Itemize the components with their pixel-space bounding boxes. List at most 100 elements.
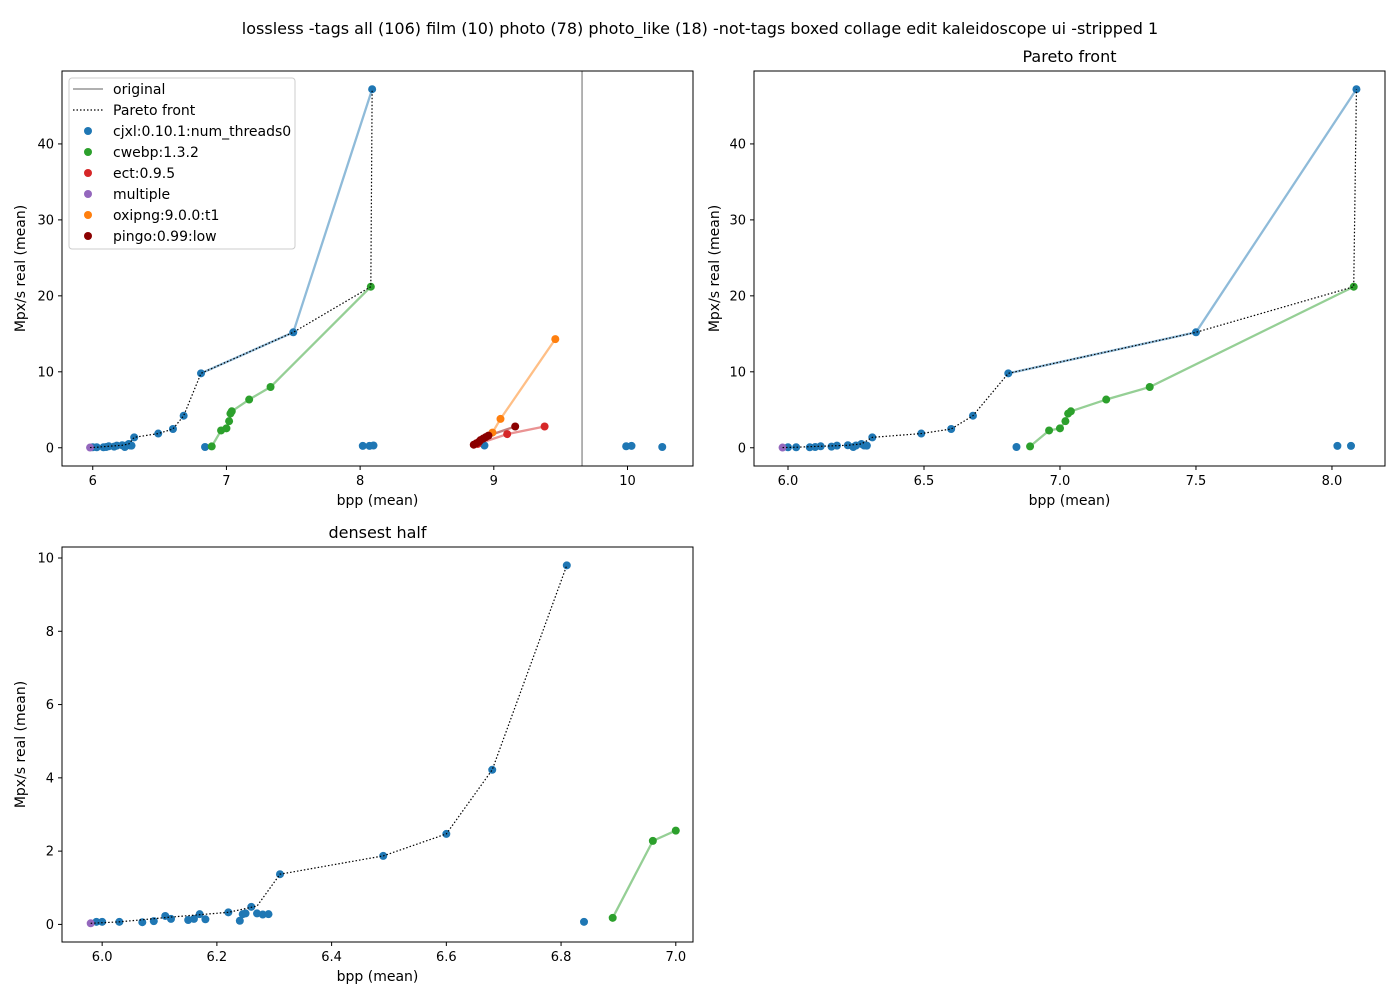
panel-pareto-xtick-label-3: 7.5 bbox=[1186, 474, 1207, 489]
panel-pareto-point-cwebp-1-3-2-6 bbox=[1102, 395, 1111, 404]
panel-pareto-ytick-label-3: 30 bbox=[729, 213, 746, 228]
legend-multiple-marker bbox=[84, 190, 92, 198]
panel-pareto-line-cjxl-0-10-1-num-threads0 bbox=[1008, 88, 1358, 375]
panel-densest-ytick-label-1: 2 bbox=[46, 845, 54, 860]
panel-pareto-ytick-label-0: 0 bbox=[738, 441, 746, 456]
panel-pareto-line-cwebp-1-3-2 bbox=[1029, 285, 1355, 448]
panel-all-point-cjxl-0-10-1-num-threads0-1 bbox=[92, 443, 101, 452]
legend: original Pareto front cjxl:0.10.1:num_th… bbox=[68, 77, 296, 250]
panel-pareto-point-cjxl-0-10-1-num-threads0-18 bbox=[1191, 328, 1200, 337]
panel-densest-ytick-label-3: 6 bbox=[46, 698, 54, 713]
panel-pareto-title: Pareto front bbox=[1022, 47, 1116, 66]
panel-pareto-xtick-label-1: 6.5 bbox=[914, 474, 935, 489]
legend-pareto-label: Pareto front bbox=[113, 103, 196, 119]
panel-densest-xtick-label-2: 6.4 bbox=[321, 950, 342, 965]
panel-all-point-cjxl-0-10-1-num-threads0-23 bbox=[369, 441, 378, 450]
panel-all-point-cwebp-1-3-2-3 bbox=[225, 417, 234, 426]
panel-densest-point-cjxl-0-10-1-num-threads0-23 bbox=[562, 561, 571, 570]
panel-pareto-point-cwebp-1-3-2-5 bbox=[1066, 407, 1075, 416]
panel-densest-ylabel: Mpx/s real (mean) bbox=[13, 681, 29, 808]
legend-cjxl-marker bbox=[84, 127, 92, 135]
legend-ect-marker bbox=[84, 169, 92, 177]
panel-pareto-point-cjxl-0-10-1-num-threads0-19 bbox=[1352, 85, 1361, 94]
legend-multiple-label: multiple bbox=[113, 187, 170, 203]
panel-densest-plot bbox=[86, 561, 680, 928]
panel-densest-frame bbox=[61, 546, 694, 943]
panel-pareto-ylabel: Mpx/s real (mean) bbox=[707, 205, 723, 332]
panel-densest-point-cjxl-0-10-1-num-threads0-10 bbox=[201, 915, 210, 924]
panel-all-ytick-label-0: 0 bbox=[46, 441, 54, 456]
legend-item-original: original bbox=[73, 82, 165, 98]
panel-densest-ytick-label-2: 4 bbox=[46, 771, 54, 786]
panel-pareto-frame bbox=[753, 70, 1386, 467]
panel-all-point-cwebp-1-3-2-6 bbox=[245, 395, 254, 404]
legend-item-pingo: pingo:0.99:low bbox=[84, 229, 217, 245]
panel-all-point-cwebp-1-3-2-8 bbox=[366, 282, 375, 291]
panel-densest-ytick-label-4: 8 bbox=[46, 625, 54, 640]
panel-all-ytick-label-2: 20 bbox=[37, 289, 54, 304]
panel-pareto-ytick-label-1: 10 bbox=[729, 365, 746, 380]
panel-all-point-cjxl-0-10-1-num-threads0-16 bbox=[179, 411, 188, 420]
panel-all-point-cwebp-1-3-2-5 bbox=[227, 407, 236, 416]
legend-cwebp-label: cwebp:1.3.2 bbox=[113, 145, 199, 161]
panel-all-point-cwebp-1-3-2-0 bbox=[207, 442, 216, 451]
panel-all-point-cjxl-0-10-1-num-threads0-18 bbox=[289, 328, 298, 337]
panel-densest-ytick-label-5: 10 bbox=[37, 551, 54, 566]
panel-all-point-ect-0-9-5-2 bbox=[540, 422, 549, 431]
panel-densest-xlabel: bpp (mean) bbox=[337, 969, 419, 985]
panel-all-plot bbox=[86, 71, 667, 466]
panel-pareto-point-cjxl-0-10-1-num-threads0-21 bbox=[1333, 441, 1342, 450]
legend-pingo-label: pingo:0.99:low bbox=[113, 229, 217, 245]
panel-pareto-point-multiple-0 bbox=[778, 443, 787, 452]
panel-densest-xtick-label-5: 7.0 bbox=[665, 950, 686, 965]
panel-pareto-ytick-label-2: 20 bbox=[729, 289, 746, 304]
panel-densest-line-cwebp-1-3-2 bbox=[611, 829, 677, 919]
panel-all-line-cwebp-1-3-2 bbox=[210, 285, 372, 447]
panel-densest-xtick-label-3: 6.6 bbox=[436, 950, 457, 965]
panel-pareto-plot bbox=[778, 85, 1361, 452]
panel-all-point-oxipng-9-0-0-t1-1 bbox=[496, 414, 505, 423]
panel-all-xtick-label-0: 6 bbox=[89, 474, 97, 489]
legend-item-cjxl: cjxl:0.10.1:num_threads0 bbox=[84, 124, 291, 140]
panel-pareto-point-cjxl-0-10-1-num-threads0-6 bbox=[832, 441, 841, 450]
panel-all-ytick-label-4: 40 bbox=[37, 137, 54, 152]
panel-all-point-cjxl-0-10-1-num-threads0-13 bbox=[130, 433, 139, 442]
panel-pareto-pareto-front-line bbox=[782, 89, 1358, 449]
legend-oxipng-marker bbox=[84, 211, 92, 219]
panel-densest-point-cjxl-0-10-1-num-threads0-1 bbox=[98, 917, 107, 926]
panel-all-xtick-label-2: 8 bbox=[356, 474, 364, 489]
panel-all-xlabel: bpp (mean) bbox=[337, 493, 419, 509]
figure-suptitle: lossless -tags all (106) film (10) photo… bbox=[242, 19, 1158, 39]
panel-all-point-cjxl-0-10-1-num-threads0-14 bbox=[154, 429, 163, 438]
panel-all-xtick-label-3: 9 bbox=[490, 474, 498, 489]
legend-item-ect: ect:0.9.5 bbox=[84, 166, 175, 182]
panel-densest-point-cjxl-0-10-1-num-threads0-4 bbox=[149, 917, 158, 926]
panel-densest: densest half bpp (mean) Mpx/s real (mean… bbox=[13, 523, 694, 985]
panel-all-point-cjxl-0-10-1-num-threads0-26 bbox=[627, 441, 636, 450]
panel-all-point-cjxl-0-10-1-num-threads0-19 bbox=[368, 85, 377, 94]
panel-pareto-point-cjxl-0-10-1-num-threads0-12 bbox=[862, 441, 871, 450]
panel-pareto-point-cwebp-1-3-2-0 bbox=[1026, 442, 1035, 451]
legend-box bbox=[68, 77, 296, 250]
panel-pareto-point-cjxl-0-10-1-num-threads0-20 bbox=[1012, 443, 1021, 452]
panel-pareto: Pareto front bpp (mean) Mpx/s real (mean… bbox=[707, 47, 1386, 509]
panel-densest-point-cwebp-1-3-2-1 bbox=[648, 836, 657, 845]
panel-pareto-ytick-label-4: 40 bbox=[729, 137, 746, 152]
panel-all-point-cwebp-1-3-2-7 bbox=[266, 383, 275, 391]
panel-all-point-pingo-0-99-low-6 bbox=[484, 431, 493, 440]
panel-all-ytick-label-1: 10 bbox=[37, 365, 54, 380]
panel-densest-point-cjxl-0-10-1-num-threads0-17 bbox=[258, 910, 267, 919]
panel-all-point-cjxl-0-10-1-num-threads0-27 bbox=[658, 443, 667, 452]
legend-cwebp-marker bbox=[84, 148, 92, 156]
panel-pareto-xtick-label-0: 6.0 bbox=[778, 474, 799, 489]
panel-densest-point-cwebp-1-3-2-0 bbox=[608, 913, 617, 922]
panel-densest-point-cjxl-0-10-1-num-threads0-24 bbox=[580, 917, 589, 926]
panel-all-ytick-label-3: 30 bbox=[37, 213, 54, 228]
panel-densest-xtick-label-4: 6.8 bbox=[551, 950, 572, 965]
legend-item-cwebp: cwebp:1.3.2 bbox=[84, 145, 199, 161]
panel-all-point-oxipng-9-0-0-t1-2 bbox=[551, 335, 560, 344]
panel-all-pareto-front-line bbox=[90, 89, 373, 449]
legend-item-pareto-front: Pareto front bbox=[73, 103, 196, 119]
panel-pareto-xtick-label-2: 7.0 bbox=[1050, 474, 1071, 489]
